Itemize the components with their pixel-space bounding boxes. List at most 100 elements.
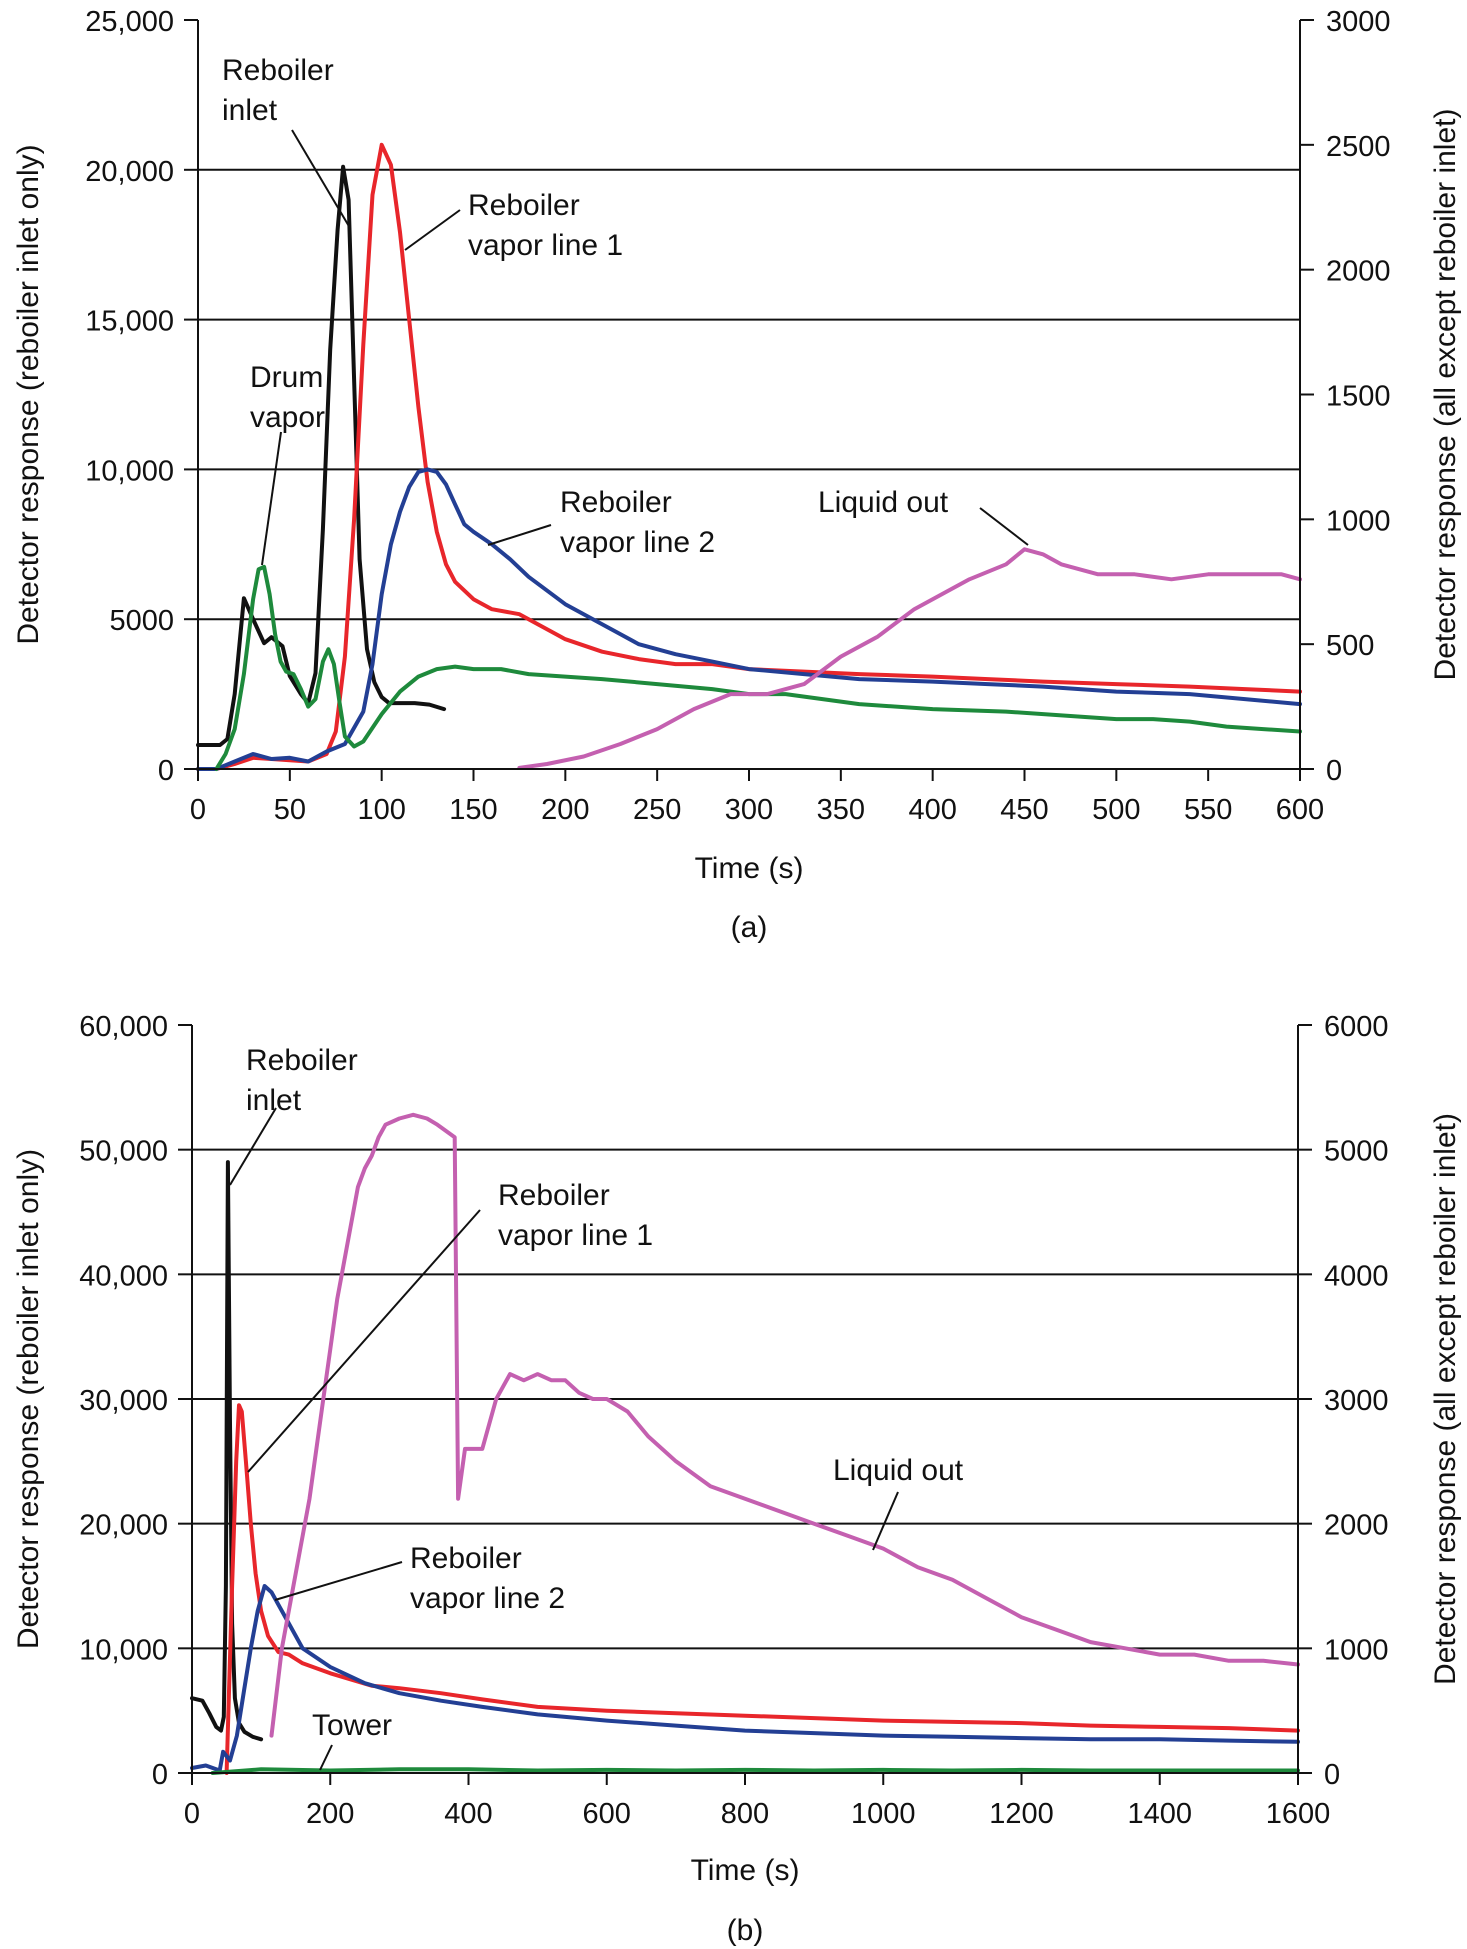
leader-line <box>291 129 351 229</box>
x-tick-label: 150 <box>449 794 497 826</box>
leader-line <box>979 507 1029 546</box>
leader-line <box>404 209 461 251</box>
series-reboiler-vapor-line-1 <box>196 142 1302 771</box>
series-liquid-out <box>517 547 1302 770</box>
annotation-text: Reboiler <box>468 189 580 222</box>
x-tick-label: 50 <box>274 794 306 826</box>
y-left-tick-label: 10,000 <box>85 455 174 487</box>
y-right-tick-label: 2500 <box>1326 131 1391 163</box>
y-axis-title-right: Detector response (all except reboiler i… <box>1429 109 1462 681</box>
x-tick-label: 200 <box>541 794 589 826</box>
annotation-liquid-out: Liquid out <box>833 1454 964 1551</box>
y-right-tick-label: 5000 <box>1324 1136 1389 1168</box>
x-tick-label: 250 <box>633 794 681 826</box>
series-drum-vapor <box>214 564 1302 771</box>
y-left-tick-label: 50,000 <box>79 1136 168 1168</box>
annotation-text: Liquid out <box>833 1454 964 1487</box>
leader-line <box>261 431 282 566</box>
x-tick-label: 600 <box>583 1798 631 1830</box>
x-tick-label: 200 <box>306 1798 354 1830</box>
annotation-text: Liquid out <box>818 486 949 519</box>
series-reboiler-inlet <box>196 164 447 747</box>
series-reboiler-vapor-line-2 <box>196 467 1302 771</box>
x-tick-label: 550 <box>1184 794 1232 826</box>
y-left-tick-label: 0 <box>158 755 174 787</box>
annotation-drum-vapor: Drum vapor <box>250 361 325 566</box>
y-left-tick-label: 30,000 <box>79 1385 168 1417</box>
series-reboiler-vapor-line-1 <box>224 1403 1300 1775</box>
annotation-text: Reboiler <box>246 1044 358 1077</box>
annotation-text: Reboiler <box>498 1179 610 1212</box>
y-right-tick-label: 2000 <box>1326 256 1391 288</box>
y-right-tick-label: 3000 <box>1324 1385 1389 1417</box>
x-axis-title: Time (s) <box>691 1854 800 1887</box>
x-tick-label: 400 <box>444 1798 492 1830</box>
panel-caption: (a) <box>731 911 768 944</box>
panel-caption: (b) <box>727 1914 764 1947</box>
y-right-tick-label: 0 <box>1324 1759 1340 1791</box>
y-axis-title-right: Detector response (all except reboiler i… <box>1429 1113 1462 1685</box>
chart-panel-b: 0 200 400 600 800 1000 1200 1400 1600 0 10,000 20,0… <box>12 1011 1462 1947</box>
leader-line <box>872 1491 899 1551</box>
x-tick-label: 1000 <box>851 1798 916 1830</box>
y-left-tick-label: 5000 <box>109 605 174 637</box>
series-tower <box>210 1767 1300 1775</box>
annotation-text: vapor <box>250 401 325 434</box>
x-tick-label: 0 <box>190 794 206 826</box>
annotation-reboiler-vapor-line-1: Reboiler vapor line 1 <box>247 1179 653 1473</box>
annotation-text: Tower <box>312 1709 392 1742</box>
x-tick-label: 450 <box>1000 794 1048 826</box>
annotation-text: vapor line 2 <box>560 526 715 559</box>
annotation-text: vapor line 1 <box>498 1219 653 1252</box>
annotation-reboiler-vapor-line-2: Reboiler vapor line 2 <box>274 1542 565 1615</box>
leader-line <box>487 524 552 546</box>
y-left-tick-label: 0 <box>152 1759 168 1791</box>
y-right-tick-label: 0 <box>1326 755 1342 787</box>
x-tick-label: 800 <box>721 1798 769 1830</box>
x-tick-label: 1400 <box>1127 1798 1192 1830</box>
annotation-reboiler-vapor-line-2: Reboiler vapor line 2 <box>487 486 715 559</box>
y-right-tick-label: 2000 <box>1324 1510 1389 1542</box>
y-axis-title-left: Detector response (reboiler inlet only) <box>12 144 45 644</box>
chart-panel-a: 0 50 100 150 200 250 300 350 400 450 500 550 6000500… <box>12 6 1462 944</box>
annotation-text: vapor line 1 <box>468 229 623 262</box>
x-tick-label: 1200 <box>989 1798 1054 1830</box>
x-tick-label: 0 <box>184 1798 200 1830</box>
x-tick-label: 1600 <box>1266 1798 1331 1830</box>
annotation-text: Reboiler <box>410 1542 522 1575</box>
y-left-tick-label: 20,000 <box>85 156 174 188</box>
x-tick-label: 100 <box>357 794 405 826</box>
y-right-tick-label: 500 <box>1326 630 1374 662</box>
annotation-reboiler-vapor-line-1: Reboiler vapor line 1 <box>404 189 623 262</box>
y-left-tick-label: 10,000 <box>79 1634 168 1666</box>
annotation-text: Reboiler <box>222 54 334 87</box>
series-reboiler-inlet <box>190 1160 264 1742</box>
y-left-tick-label: 60,000 <box>79 1011 168 1043</box>
leader-line <box>274 1561 403 1601</box>
annotation-text: inlet <box>222 94 278 127</box>
leader-line <box>319 1744 333 1771</box>
leader-line <box>229 1107 277 1186</box>
y-right-tick-label: 6000 <box>1324 1011 1389 1043</box>
y-right-tick-label: 1000 <box>1326 505 1391 537</box>
y-left-tick-label: 20,000 <box>79 1510 168 1542</box>
annotation-reboiler-inlet: Reboiler inlet <box>222 54 351 229</box>
annotation-tower: Tower <box>312 1709 392 1771</box>
x-tick-label: 300 <box>725 794 773 826</box>
y-right-tick-label: 1500 <box>1326 381 1391 413</box>
y-right-tick-label: 4000 <box>1324 1260 1389 1292</box>
annotation-text: vapor line 2 <box>410 1582 565 1615</box>
annotation-text: Reboiler <box>560 486 672 519</box>
y-right-tick-label: 3000 <box>1326 6 1391 38</box>
x-tick-label: 500 <box>1092 794 1140 826</box>
leader-line <box>247 1209 481 1473</box>
y-left-tick-label: 15,000 <box>85 306 174 338</box>
y-left-tick-label: 25,000 <box>85 6 174 38</box>
x-axis-title: Time (s) <box>695 852 804 885</box>
y-right-tick-label: 1000 <box>1324 1634 1389 1666</box>
series-reboiler-vapor-line-2 <box>190 1584 1300 1773</box>
y-left-tick-label: 40,000 <box>79 1260 168 1292</box>
y-axis-title-left: Detector response (reboiler inlet only) <box>12 1149 45 1649</box>
